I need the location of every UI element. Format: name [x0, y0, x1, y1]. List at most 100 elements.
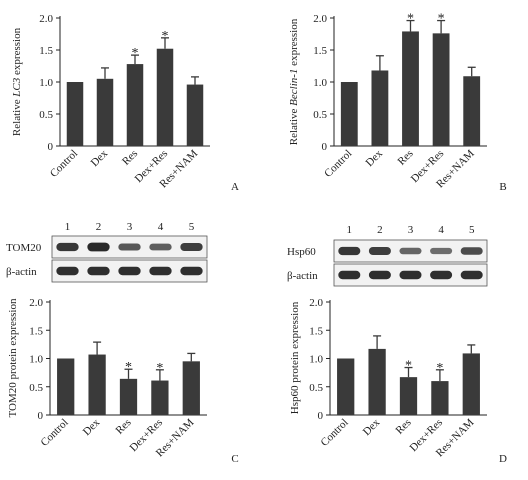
y-tick-label: 2.0: [313, 13, 327, 25]
blot-band: [87, 242, 110, 252]
x-tick-label: Dex: [361, 416, 383, 438]
bar-dex-res: [431, 381, 449, 415]
bar-res: [126, 64, 144, 146]
y-tick-label: 1.5: [29, 325, 43, 337]
significance-marker: *: [436, 361, 443, 376]
bar-control: [337, 358, 355, 415]
bar-res: [119, 378, 138, 415]
blot-band: [399, 270, 422, 280]
blot-row-label: β-actin: [287, 270, 318, 282]
blot-band: [56, 266, 79, 276]
bar-dex: [368, 348, 386, 415]
blot-band: [180, 243, 203, 251]
western-blot: 1 2 3 4 5 Hsp60 β-actin: [287, 224, 488, 287]
bar-res: [402, 31, 419, 146]
significance-marker: *: [405, 359, 412, 374]
blot-band: [149, 243, 172, 251]
y-tick-label: 1.0: [39, 77, 53, 89]
x-tick-label: Control: [319, 417, 351, 449]
bar-res-nam: [182, 361, 200, 415]
blot-band: [399, 247, 422, 255]
blot-band: [460, 270, 483, 280]
significance-marker: *: [156, 361, 163, 376]
blot-row-label: Hsp60: [287, 246, 316, 258]
bar-dex: [371, 70, 389, 146]
significance-marker: *: [125, 360, 132, 375]
significance-marker: *: [407, 12, 414, 27]
bar-dex: [88, 354, 106, 415]
blot-band: [430, 270, 453, 280]
lane-number: 4: [158, 221, 164, 233]
blot-band: [338, 246, 361, 256]
y-tick-label: 2.0: [309, 297, 323, 309]
lane-number: 1: [347, 224, 353, 236]
y-axis-label: Hsp60 protein expression: [289, 301, 301, 414]
x-tick-label: Res: [393, 417, 413, 437]
bar-res-nam: [462, 353, 480, 415]
blot-band: [368, 247, 391, 255]
blot-band: [149, 266, 172, 276]
significance-marker: *: [438, 12, 445, 27]
y-tick-label: 1.0: [313, 77, 327, 89]
bar-control: [66, 82, 84, 146]
x-tick-label: Dex: [81, 416, 103, 438]
significance-marker: *: [132, 46, 139, 61]
panel-letter: D: [499, 453, 507, 465]
blot-band: [460, 247, 483, 255]
lane-number: 2: [377, 224, 383, 236]
y-tick-label: 0.5: [309, 382, 323, 394]
y-axis-label: TOM20 protein expression: [7, 298, 19, 417]
panel-letter: A: [231, 181, 239, 193]
bar-dex-res: [432, 33, 450, 146]
panel-letter: C: [231, 453, 238, 465]
blot-row-label: TOM20: [6, 242, 42, 254]
y-tick-label: 1.0: [29, 354, 43, 366]
y-axis-label: Relative Beclin-1 expression: [288, 18, 300, 145]
x-tick-label: Res: [113, 417, 133, 437]
y-tick-label: 1.0: [309, 354, 323, 366]
blot-band: [368, 270, 391, 280]
blot-row-label: β-actin: [6, 266, 37, 278]
y-tick-label: 0.5: [39, 109, 53, 121]
bar-control: [340, 82, 358, 146]
x-tick-label: Dex: [89, 147, 111, 169]
lane-number: 5: [469, 224, 475, 236]
panel-letter: B: [499, 181, 506, 193]
blot-band: [338, 270, 361, 280]
bar-res-nam: [463, 76, 481, 146]
y-tick-label: 1.5: [313, 45, 327, 57]
bar-dex: [96, 78, 114, 146]
blot-band: [118, 266, 141, 276]
lane-number: 3: [408, 224, 414, 236]
y-tick-label: 0: [318, 410, 324, 422]
lane-number: 3: [127, 221, 133, 233]
y-tick-label: 0: [322, 141, 328, 153]
x-tick-label: Dex: [364, 147, 386, 169]
bar-dex-res: [156, 48, 174, 146]
bar-dex-res: [151, 380, 169, 415]
lane-number: 4: [438, 224, 444, 236]
lane-number: 1: [65, 221, 71, 233]
y-tick-label: 0: [38, 410, 44, 422]
y-axis-label: Relative LC3 expression: [11, 27, 23, 136]
blot-band: [118, 243, 141, 251]
bar-control: [57, 358, 75, 415]
y-tick-label: 1.5: [39, 45, 53, 57]
western-blot: 1 2 3 4 5 TOM20 β-actin: [6, 221, 208, 283]
lane-number: 2: [96, 221, 102, 233]
y-tick-label: 2.0: [39, 13, 53, 25]
y-tick-label: 0.5: [29, 382, 43, 394]
blot-band: [56, 242, 79, 252]
blot-band: [87, 266, 110, 276]
significance-marker: *: [162, 29, 169, 44]
x-tick-label: Res: [120, 148, 140, 168]
y-tick-label: 2.0: [29, 297, 43, 309]
y-tick-label: 0.5: [313, 109, 327, 121]
y-tick-label: 1.5: [309, 325, 323, 337]
x-tick-label: Res: [395, 148, 415, 168]
